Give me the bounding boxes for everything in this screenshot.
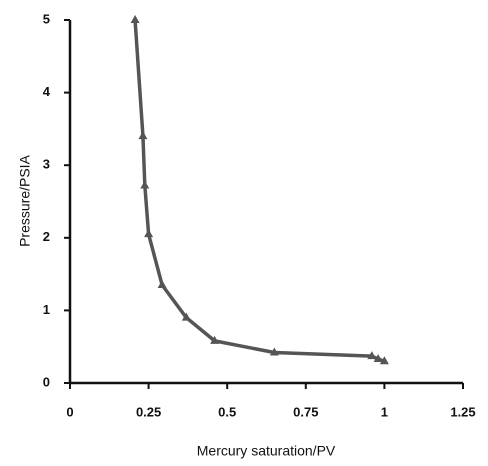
data-point [379,356,389,365]
x-tick-label: 0.75 [293,404,318,419]
y-tick-label: 0 [43,374,50,389]
x-tick-label: 1 [381,404,388,419]
y-tick-label: 3 [43,157,50,172]
data-point [373,354,383,363]
y-tick-label: 4 [43,84,51,99]
x-tick-label: 0.25 [136,404,161,419]
y-tick-label: 2 [43,229,50,244]
data-point [181,312,191,321]
y-tick-label: 1 [43,302,50,317]
data-point [157,279,167,288]
x-tick-label: 0.5 [218,404,236,419]
data-point [210,335,220,344]
data-point [367,351,377,360]
x-tick-label: 0 [66,404,73,419]
y-axis-label: Pressure/PSIA [17,154,33,246]
data-point [130,15,140,23]
data-point [140,180,150,189]
data-point [269,347,279,356]
data-point [138,131,148,140]
x-axis-label: Mercury saturation/PV [197,443,336,459]
data-point [144,229,154,238]
data-line [133,19,385,363]
y-tick-label: 5 [43,11,50,26]
x-tick-label: 1.25 [450,404,475,419]
